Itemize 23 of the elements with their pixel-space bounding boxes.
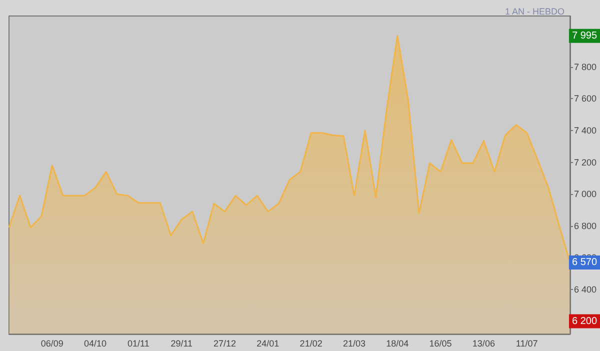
x-tick-label: 16/05 <box>429 338 452 348</box>
annotation: 6 200 <box>572 316 598 327</box>
y-tick-label: 7 000 <box>574 189 597 200</box>
y-tick-label: 7 400 <box>574 125 597 136</box>
x-tick-label: 24/01 <box>256 338 280 348</box>
y-tick-label: 6 400 <box>574 284 597 294</box>
x-tick-label: 11/07 <box>516 338 538 348</box>
x-tick-label: 06/09 <box>40 338 64 348</box>
y-tick-label: 6 800 <box>574 220 597 231</box>
x-tick-label: 13/06 <box>472 338 495 348</box>
x-tick-label: 21/03 <box>342 338 366 348</box>
x-tick-label: 27/12 <box>214 338 236 348</box>
x-tick-label: 21/02 <box>300 338 322 348</box>
y-tick-label: 7 600 <box>574 94 597 104</box>
y-tick-label: 7 800 <box>574 62 597 72</box>
y-tick-label: 7 200 <box>574 157 597 168</box>
annotation: 7 995 <box>572 30 598 42</box>
x-tick-label: 04/10 <box>84 338 107 348</box>
x-tick-label: 18/04 <box>386 338 409 348</box>
annotation: 1 AN - HEBDO <box>504 6 565 16</box>
x-tick-label: 01/11 <box>128 338 150 348</box>
x-tick-label: 29/11 <box>170 338 193 348</box>
annotation: 6 570 <box>572 256 598 268</box>
